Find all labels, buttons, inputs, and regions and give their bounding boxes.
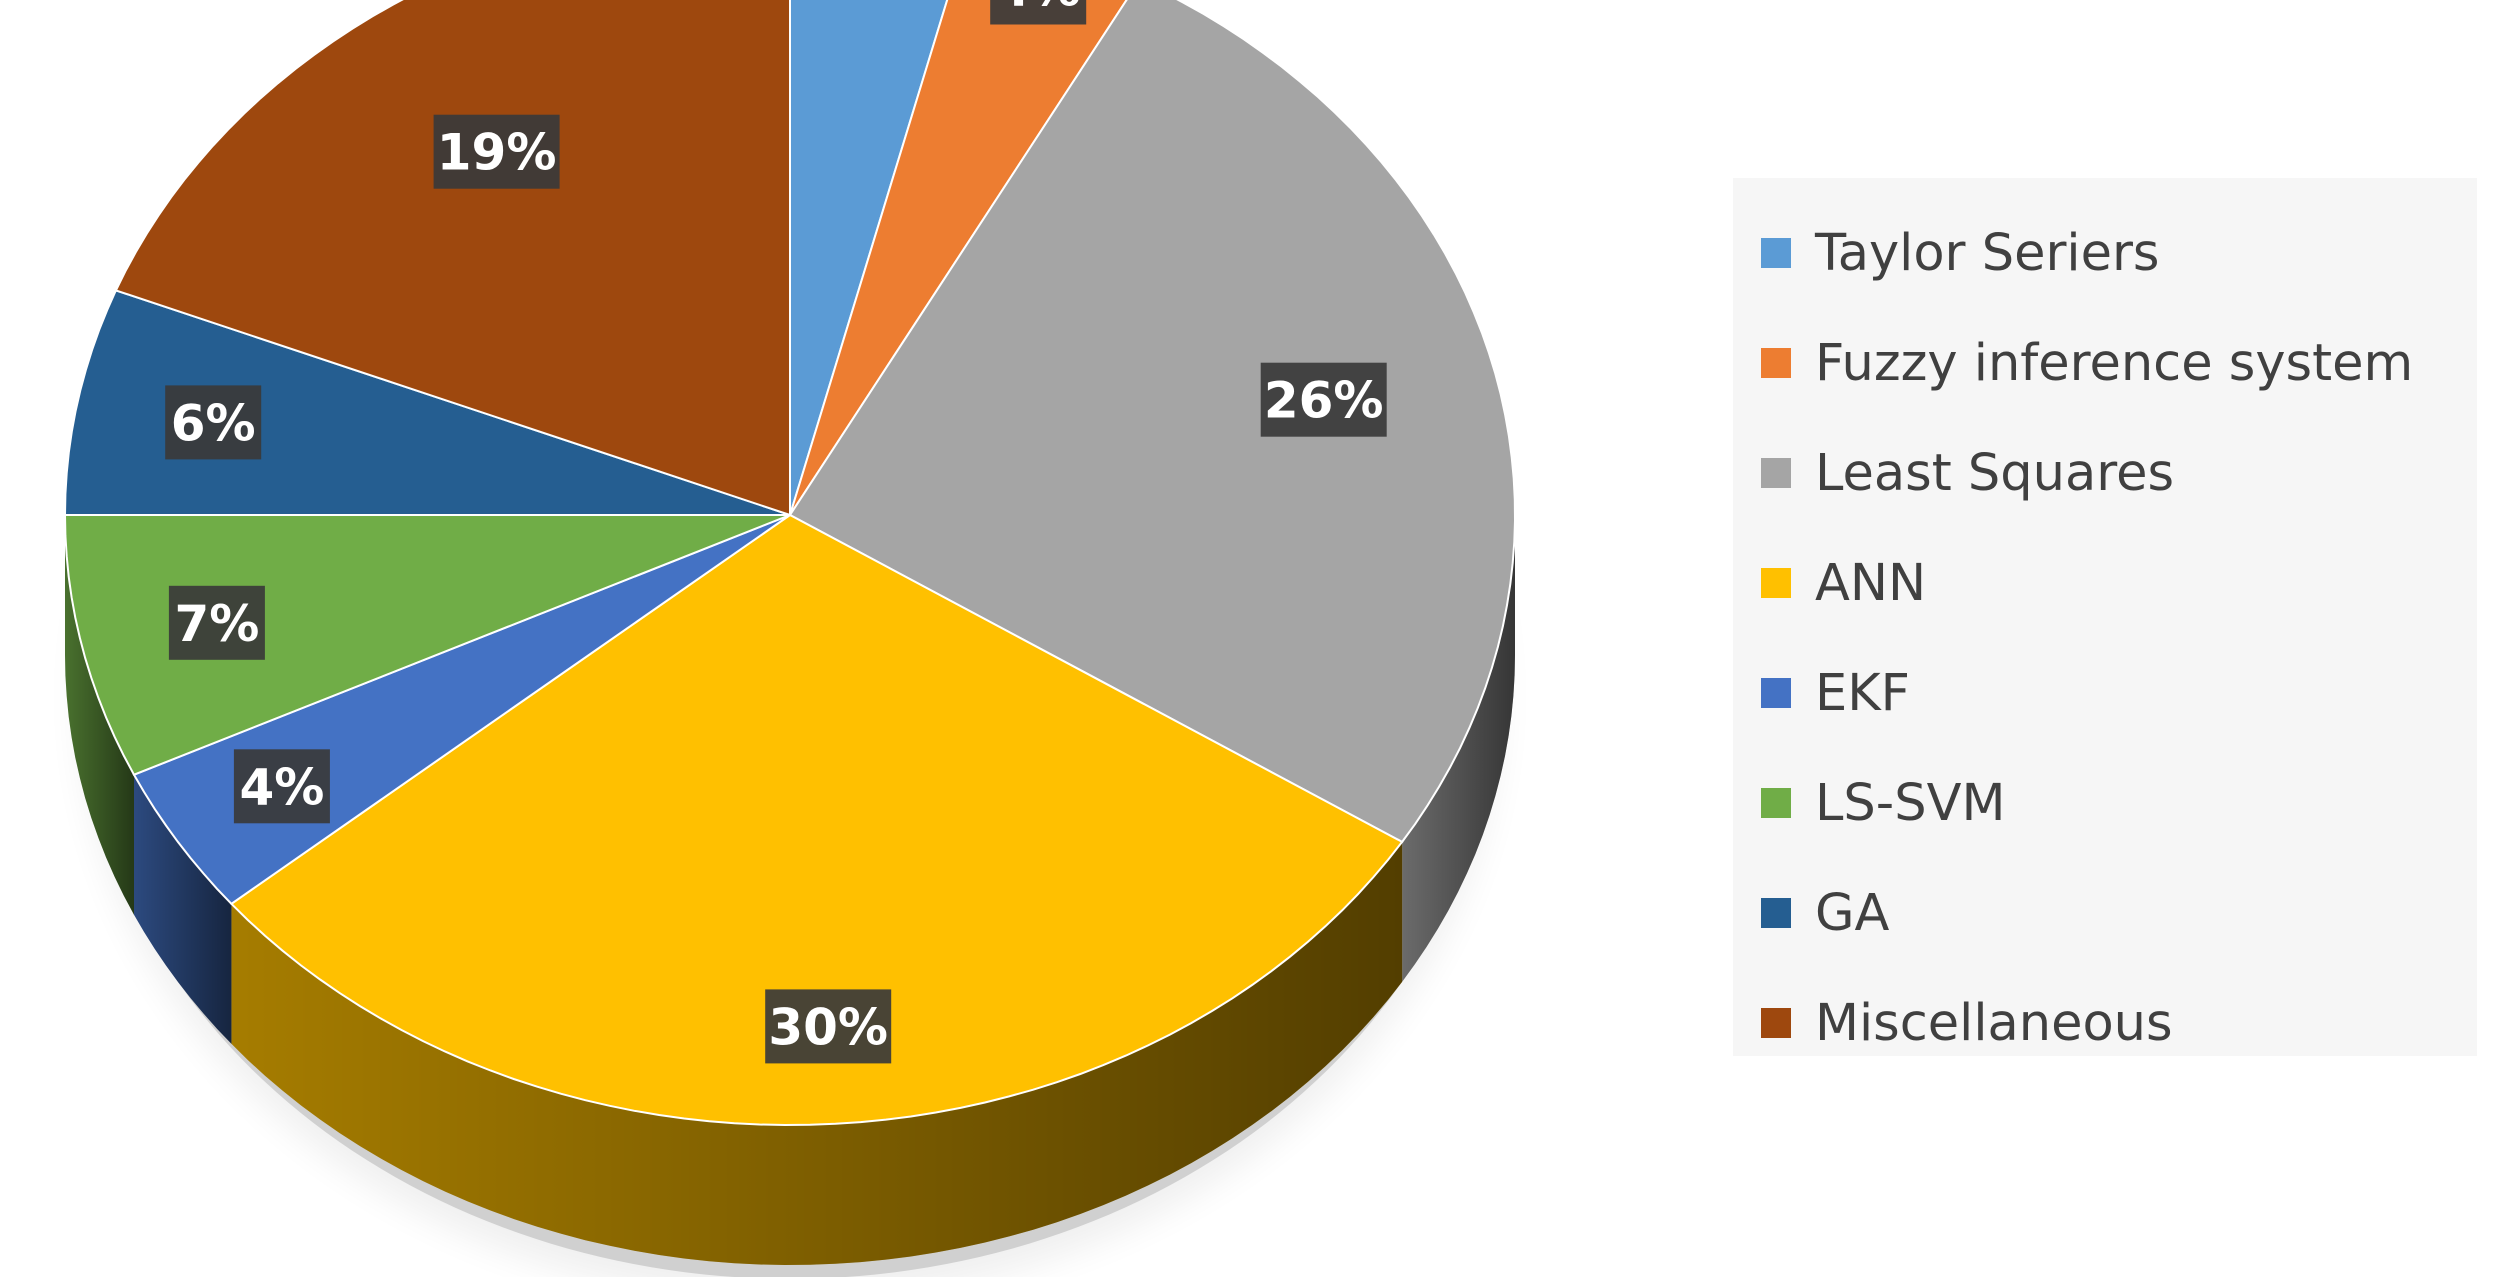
data-label-text: 6% <box>171 394 256 452</box>
legend-item-miscellaneous: Miscellaneous <box>1761 968 2477 1078</box>
data-label-box <box>1260 362 1387 437</box>
legend-item-fuzzy-inference-system: Fuzzy inference system <box>1761 308 2477 418</box>
pie-side-shade-2 <box>1402 515 1515 982</box>
data-label-4: 4% <box>233 749 330 824</box>
data-label-1: 4% <box>990 0 1087 25</box>
pie-side-shade-3 <box>231 841 1403 1265</box>
legend-swatch <box>1761 238 1791 268</box>
data-label-text: 19% <box>437 124 557 182</box>
legend-label: Taylor Seriers <box>1815 223 2160 283</box>
legend-label: Least Squares <box>1815 443 2175 503</box>
legend-label: EKF <box>1815 663 1911 723</box>
data-label-2: 26% <box>1260 362 1387 437</box>
pie-slice-5 <box>63 514 791 776</box>
pie-slice-7 <box>114 0 791 517</box>
legend-item-ann: ANN <box>1761 528 2477 638</box>
legend-swatch <box>1761 458 1791 488</box>
data-label-text: 30% <box>768 998 888 1056</box>
legend-item-ekf: EKF <box>1761 638 2477 748</box>
pie-slice-3 <box>229 513 1404 1127</box>
legend-label: ANN <box>1815 553 1927 613</box>
pie-side-shade-5 <box>65 515 134 915</box>
legend-swatch <box>1761 788 1791 818</box>
legend-label: LS-SVM <box>1815 773 2006 833</box>
legend-item-ga: GA <box>1761 858 2477 968</box>
legend-swatch <box>1761 1008 1791 1038</box>
data-label-box <box>433 114 560 189</box>
legend-label: GA <box>1815 883 1890 943</box>
data-label-6: 6% <box>165 385 262 460</box>
legend-item-taylor-seriers: Taylor Seriers <box>1761 198 2477 308</box>
legend-swatch <box>1761 568 1791 598</box>
data-label-text: 7% <box>174 595 259 653</box>
legend-item-least-squares: Least Squares <box>1761 418 2477 528</box>
data-label-3: 30% <box>765 989 892 1064</box>
legend-swatch <box>1761 898 1791 928</box>
data-label-5: 7% <box>168 585 265 660</box>
data-label-text: 4% <box>239 758 324 816</box>
legend: Taylor Seriers Fuzzy inference system Le… <box>1733 178 2477 1056</box>
data-label-box <box>165 385 262 460</box>
data-label-7: 19% <box>433 114 560 189</box>
pie-slice-2 <box>788 0 1517 844</box>
data-label-text: 4% <box>996 0 1081 18</box>
data-label-box <box>990 0 1087 25</box>
legend-label: Miscellaneous <box>1815 993 2173 1053</box>
legend-label: Fuzzy inference system <box>1815 333 2414 393</box>
data-label-box <box>233 749 330 824</box>
legend-item-ls-svm: LS-SVM <box>1761 748 2477 858</box>
legend-swatch <box>1761 678 1791 708</box>
data-label-box <box>168 585 265 660</box>
legend-swatch <box>1761 348 1791 378</box>
pie-side-shade-4 <box>134 774 232 1044</box>
data-label-box <box>765 989 892 1064</box>
data-label-text: 26% <box>1264 372 1384 430</box>
